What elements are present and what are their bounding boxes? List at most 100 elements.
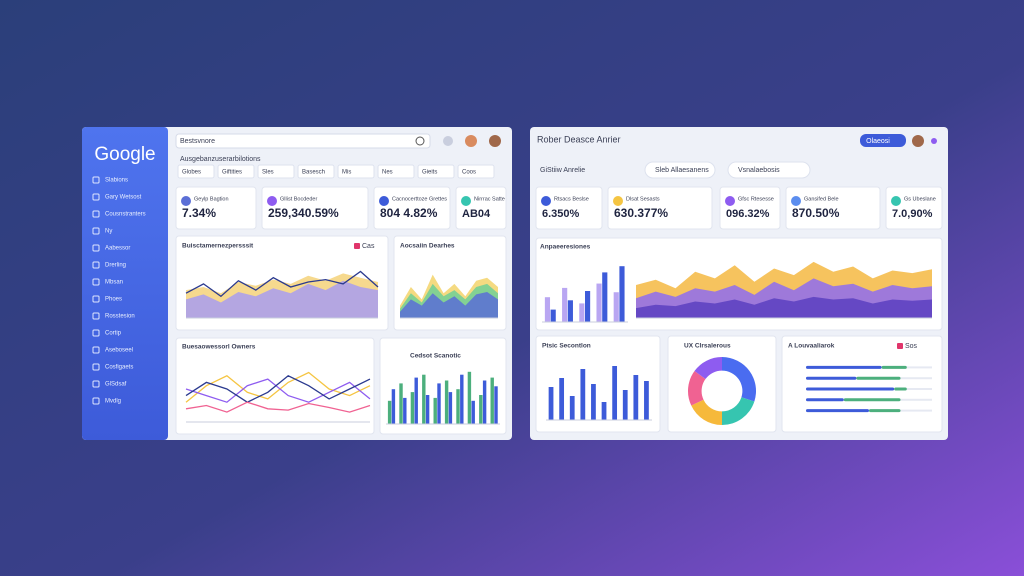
kpi-label: Cacnocerttoze Grettes [392,196,447,202]
nav-item[interactable]: GlSdsaf [105,382,127,388]
nav-item[interactable]: Rosstesion [105,314,135,320]
line [185,371,371,403]
button-label[interactable]: Olaeosi [866,138,890,145]
bar [448,392,453,424]
card [175,186,257,230]
kpi-label: Gfsc Rtesesse [738,196,774,202]
nav-item[interactable]: Gary Wetsost [105,195,142,201]
nav-icon [92,312,100,320]
nav-item[interactable]: Slabions [105,178,128,184]
tab-label[interactable]: Gieits [422,170,437,176]
kpi-icon [379,196,389,206]
sidebar [82,127,168,440]
bar [482,380,487,424]
bar [633,375,639,420]
card [607,186,713,230]
card [535,335,661,433]
kpi-icon [725,196,735,206]
tab[interactable] [457,164,495,179]
bar [856,376,901,380]
kpi-icon [613,196,623,206]
tab[interactable] [177,164,215,179]
kpi-icon [541,196,551,206]
tab[interactable] [644,161,716,179]
nav-icon [92,329,100,337]
avatar[interactable] [912,135,924,147]
tab[interactable] [417,164,455,179]
nav-icon [92,244,100,252]
nav-item[interactable]: Ny [105,229,112,235]
tab[interactable] [297,164,335,179]
tab[interactable] [727,161,811,179]
bar [644,381,649,420]
bar [456,389,460,424]
card [781,335,943,433]
kpi-value: 7.0,90% [892,208,933,220]
nav-icon [92,295,100,303]
kpi-label: Rtsacs Beslse [554,196,589,202]
nav-icon [92,261,100,269]
nav-item[interactable]: Aseboseel [105,348,133,354]
bar [567,300,573,322]
nav-item[interactable]: Cosfigaets [105,365,133,371]
area [186,280,378,318]
nav-item[interactable]: Aabessor [105,246,130,252]
line [185,401,371,413]
nav-item[interactable]: Phoes [105,297,122,303]
avatar[interactable] [489,135,501,147]
donut-segment [694,357,722,380]
tab[interactable] [217,164,255,179]
tab-label[interactable]: Nes [382,170,393,176]
bar [387,400,392,424]
kpi-icon [891,196,901,206]
nav-icon [92,363,100,371]
subtitle: Ausgebanzuserarbilotions [180,156,261,163]
kpi-label: Dlsat Sesasts [626,196,660,202]
tab-label[interactable]: Sles [262,170,274,176]
legend-label: Cas [362,243,375,250]
tab-label[interactable]: Basesch [302,170,325,176]
tab-label[interactable]: Giftities [222,170,242,176]
bar [612,366,618,420]
tab[interactable] [337,164,375,179]
nav-icon [92,278,100,286]
kpi-icon [267,196,277,206]
tab[interactable] [377,164,415,179]
icon[interactable] [415,136,425,146]
bar [414,377,418,424]
nav-item[interactable]: Cortip [105,331,122,337]
kpi-value: 7.34% [182,206,216,220]
bar [881,365,907,369]
icon[interactable] [443,136,453,146]
nav-icon [92,397,100,405]
bar [490,377,494,424]
nav-item[interactable]: Cousnstranters [105,212,146,218]
bar [562,287,568,322]
tab[interactable] [257,164,295,179]
nav-item[interactable]: Drerling [105,263,126,269]
bar [433,397,437,424]
bar [467,371,472,424]
nav-icon [92,227,100,235]
line [185,378,371,403]
tab-label[interactable]: Mis [342,170,351,176]
button[interactable] [860,134,906,147]
chart-title: Cedsot Scanotic [410,353,461,360]
nav-item[interactable]: Mvdlg [105,399,121,405]
kpi-label: Geylp Bagtion [194,196,229,202]
tab-label[interactable]: Vsnalaebosis [738,167,780,174]
card [719,186,781,230]
search-box[interactable] [175,133,431,149]
area [400,292,498,318]
tab-label[interactable]: Coos [462,170,476,176]
bar [622,390,628,420]
bar [550,309,556,322]
nav-icon [92,193,100,201]
tab-label[interactable]: Globes [182,170,201,176]
avatar[interactable] [465,135,477,147]
nav-item[interactable]: Mbsan [105,280,123,286]
legend-label: Sos [905,343,918,350]
tab-label[interactable]: Sleb Allaesanens [655,167,709,174]
icon[interactable] [931,138,937,144]
kpi-value: 630.377% [614,206,668,220]
